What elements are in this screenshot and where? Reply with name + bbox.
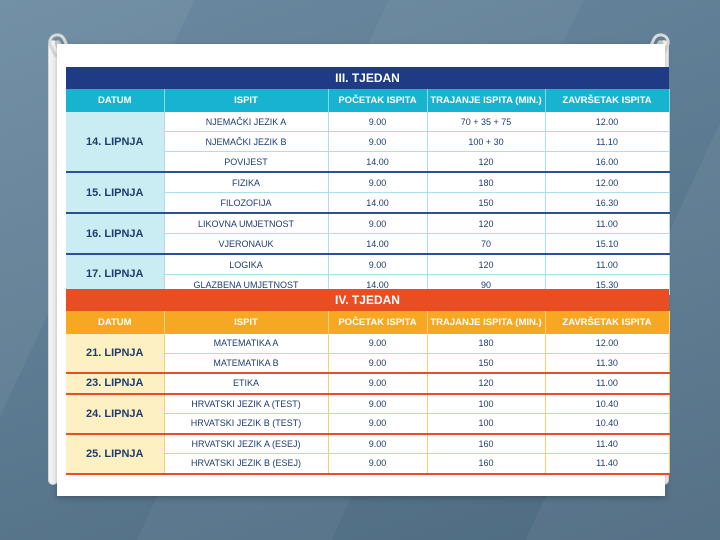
- exam-name: LOGIKA: [164, 254, 329, 275]
- end-time: 11.00: [545, 254, 670, 275]
- start-time: 9.00: [328, 131, 428, 152]
- week4-title: IV. TJEDAN: [66, 289, 669, 311]
- duration: 100: [427, 393, 546, 414]
- week4-header-zavrsetak: ZAVRŠETAK ISPITA: [545, 311, 670, 334]
- table-row: 16. LIPNJA LIKOVNA UMJETNOST 9.00 120 11…: [66, 213, 670, 255]
- exam-name: HRVATSKI JEZIK B (ESEJ): [164, 453, 329, 475]
- exam-name: HRVATSKI JEZIK A (ESEJ): [164, 433, 329, 454]
- end-time: 11.10: [545, 131, 670, 152]
- start-time: 14.00: [328, 192, 428, 214]
- end-time: 11.40: [545, 453, 670, 475]
- start-time: 9.00: [328, 112, 428, 132]
- duration: 120: [427, 213, 546, 234]
- duration: 160: [427, 433, 546, 454]
- end-time: 11.30: [545, 353, 670, 374]
- schedule-week4-table: IV. TJEDAN DATUM ISPIT POČETAK ISPITA TR…: [66, 289, 670, 475]
- duration: 120: [427, 151, 546, 173]
- exam-name: HRVATSKI JEZIK B (TEST): [164, 413, 329, 435]
- date-cell: 25. LIPNJA: [66, 433, 165, 475]
- week3-header-pocetak: POČETAK ISPITA: [328, 89, 428, 112]
- table-row: VJERONAUK 14.00 70 15.10: [66, 233, 670, 255]
- exam-name: ETIKA: [164, 373, 329, 395]
- table-row: 15. LIPNJA FIZIKA 9.00 180 12.00: [66, 172, 670, 214]
- end-time: 12.00: [545, 172, 670, 193]
- exam-name: LIKOVNA UMJETNOST: [164, 213, 329, 234]
- exam-name: POVIJEST: [164, 151, 329, 173]
- table-row: 23. LIPNJA ETIKA 9.00 120 11.00: [66, 373, 670, 395]
- table-row: HRVATSKI JEZIK B (ESEJ) 9.00 160 11.40: [66, 453, 670, 475]
- exam-name: MATEMATIKA A: [164, 334, 329, 354]
- table-row: MATEMATIKA B 9.00 150 11.30: [66, 353, 670, 374]
- table-row: POVIJEST 14.00 120 16.00: [66, 151, 670, 173]
- start-time: 9.00: [328, 353, 428, 374]
- end-time: 11.00: [545, 373, 670, 395]
- end-time: 12.00: [545, 112, 670, 132]
- duration: 150: [427, 353, 546, 374]
- table-row: NJEMAČKI JEZIK B 9.00 100 + 30 11.10: [66, 131, 670, 152]
- week4-header-trajanje: TRAJANJE ISPITA (MIN.): [427, 311, 546, 334]
- date-cell: 14. LIPNJA: [66, 112, 165, 173]
- end-time: 11.40: [545, 433, 670, 454]
- exam-name: NJEMAČKI JEZIK A: [164, 112, 329, 132]
- exam-name: FIZIKA: [164, 172, 329, 193]
- week4-header-pocetak: POČETAK ISPITA: [328, 311, 428, 334]
- start-time: 14.00: [328, 151, 428, 173]
- duration: 100: [427, 413, 546, 435]
- end-time: 16.00: [545, 151, 670, 173]
- exam-name: MATEMATIKA B: [164, 353, 329, 374]
- table-row: 21. LIPNJA MATEMATIKA A 9.00 180 12.00: [66, 334, 670, 374]
- start-time: 9.00: [328, 334, 428, 354]
- end-time: 12.00: [545, 334, 670, 354]
- table-row: FILOZOFIJA 14.00 150 16.30: [66, 192, 670, 214]
- duration: 150: [427, 192, 546, 214]
- week3-title: III. TJEDAN: [66, 67, 669, 89]
- end-time: 15.10: [545, 233, 670, 255]
- exam-name: VJERONAUK: [164, 233, 329, 255]
- duration: 180: [427, 334, 546, 354]
- start-time: 9.00: [328, 373, 428, 395]
- end-time: 11.00: [545, 213, 670, 234]
- date-cell: 21. LIPNJA: [66, 334, 165, 374]
- date-cell: 15. LIPNJA: [66, 172, 165, 214]
- exam-name: NJEMAČKI JEZIK B: [164, 131, 329, 152]
- end-time: 10.40: [545, 393, 670, 414]
- date-cell: 23. LIPNJA: [66, 373, 165, 395]
- start-time: 9.00: [328, 393, 428, 414]
- week4-header-ispit: ISPIT: [164, 311, 329, 334]
- start-time: 9.00: [328, 213, 428, 234]
- schedule-week3-table: III. TJEDAN DATUM ISPIT POČETAK ISPITA T…: [66, 67, 670, 296]
- start-time: 9.00: [328, 433, 428, 454]
- duration: 120: [427, 373, 546, 395]
- duration: 70 + 35 + 75: [427, 112, 546, 132]
- duration: 180: [427, 172, 546, 193]
- table-row: 17. LIPNJA LOGIKA 9.00 120 11.00: [66, 254, 670, 296]
- exam-name: HRVATSKI JEZIK A (TEST): [164, 393, 329, 414]
- duration: 160: [427, 453, 546, 475]
- table-row: 25. LIPNJA HRVATSKI JEZIK A (ESEJ) 9.00 …: [66, 433, 670, 475]
- date-cell: 17. LIPNJA: [66, 254, 165, 296]
- week3-header-ispit: ISPIT: [164, 89, 329, 112]
- date-cell: 24. LIPNJA: [66, 393, 165, 435]
- end-time: 16.30: [545, 192, 670, 214]
- week3-header-trajanje: TRAJANJE ISPITA (MIN.): [427, 89, 546, 112]
- week4-header-datum: DATUM: [66, 311, 165, 334]
- start-time: 9.00: [328, 413, 428, 435]
- end-time: 10.40: [545, 413, 670, 435]
- week3-header-datum: DATUM: [66, 89, 165, 112]
- duration: 100 + 30: [427, 131, 546, 152]
- table-row: 14. LIPNJA NJEMAČKI JEZIK A 9.00 70 + 35…: [66, 112, 670, 173]
- table-row: HRVATSKI JEZIK B (TEST) 9.00 100 10.40: [66, 413, 670, 435]
- duration: 120: [427, 254, 546, 275]
- exam-name: FILOZOFIJA: [164, 192, 329, 214]
- start-time: 9.00: [328, 172, 428, 193]
- table-row: 24. LIPNJA HRVATSKI JEZIK A (TEST) 9.00 …: [66, 393, 670, 435]
- date-cell: 16. LIPNJA: [66, 213, 165, 255]
- start-time: 9.00: [328, 453, 428, 475]
- start-time: 14.00: [328, 233, 428, 255]
- start-time: 9.00: [328, 254, 428, 275]
- week3-header-zavrsetak: ZAVRŠETAK ISPITA: [545, 89, 670, 112]
- duration: 70: [427, 233, 546, 255]
